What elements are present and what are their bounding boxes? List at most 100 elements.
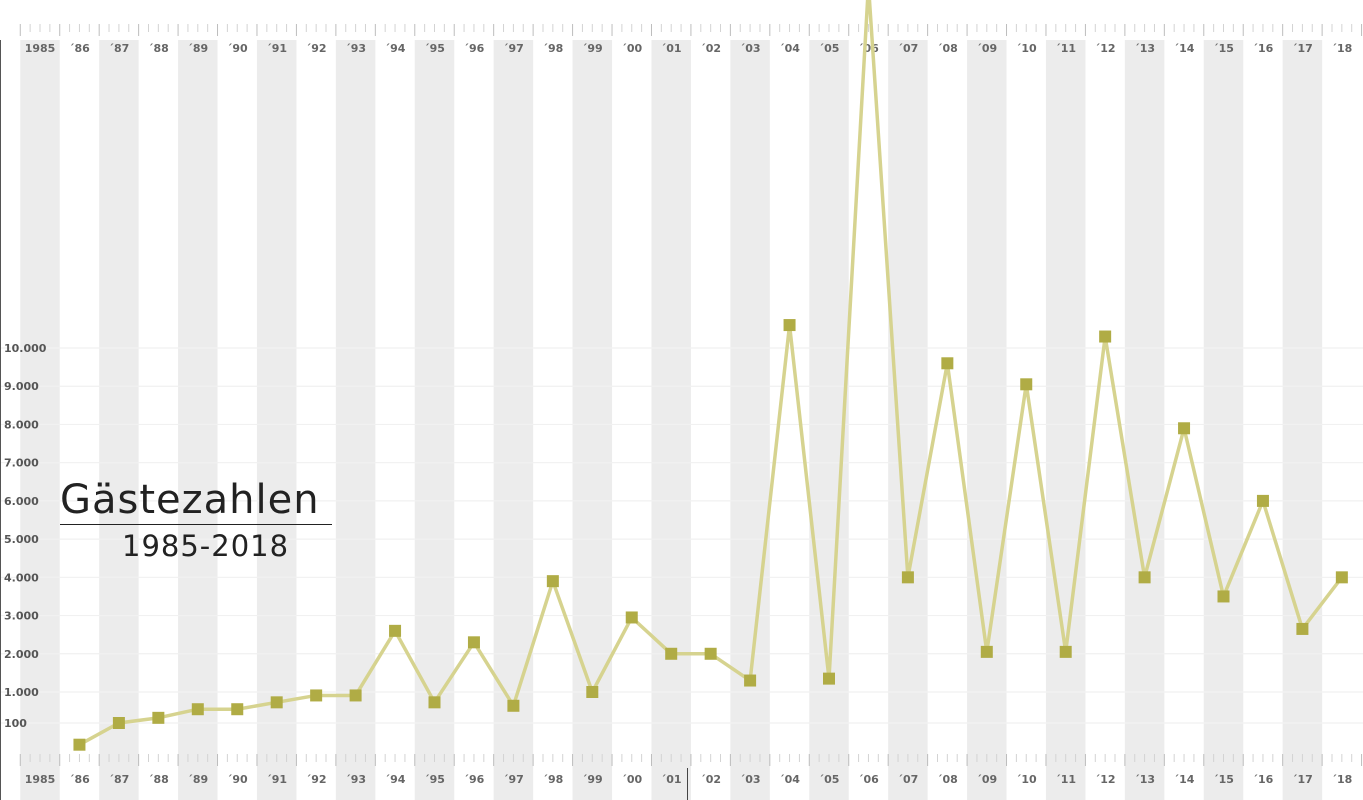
data-point bbox=[1059, 645, 1072, 658]
data-point bbox=[112, 717, 125, 729]
x-tick-label-top: ´00 bbox=[621, 42, 642, 55]
x-tick-label-top: ´06 bbox=[858, 42, 879, 55]
year-band bbox=[651, 40, 691, 800]
chart-subtitle: 1985-2018 bbox=[122, 529, 290, 563]
y-tick-label: 100 bbox=[4, 717, 27, 730]
x-tick-label-bottom: ´90 bbox=[227, 773, 248, 786]
y-tick-label: 4.000 bbox=[4, 571, 39, 584]
x-tick-label-bottom: ´15 bbox=[1213, 773, 1234, 786]
data-point bbox=[270, 696, 283, 709]
x-tick-label-top: ´92 bbox=[306, 42, 327, 55]
y-tick-label: 1.000 bbox=[4, 686, 39, 699]
x-tick-label-top: ´03 bbox=[740, 42, 761, 55]
title-block: Gästezahlen 1985-2018 bbox=[60, 476, 332, 565]
year-band bbox=[1282, 40, 1323, 800]
x-tick-label-top: ´91 bbox=[266, 42, 287, 55]
y-tick-label: 9.000 bbox=[4, 380, 39, 393]
data-point bbox=[586, 686, 599, 698]
x-tick-label-bottom: ´11 bbox=[1055, 773, 1076, 786]
data-point bbox=[152, 711, 165, 724]
data-point bbox=[1335, 571, 1348, 584]
data-point bbox=[1217, 590, 1230, 603]
x-tick-label-top: ´88 bbox=[148, 42, 169, 55]
year-band bbox=[178, 40, 218, 800]
x-tick-label-bottom: ´93 bbox=[345, 773, 366, 786]
data-point bbox=[1296, 622, 1309, 635]
data-point bbox=[901, 571, 914, 584]
x-tick-label-bottom: ´13 bbox=[1134, 773, 1155, 786]
year-band bbox=[1203, 40, 1244, 800]
data-point bbox=[191, 703, 204, 716]
x-tick-label-bottom: ´18 bbox=[1331, 773, 1352, 786]
year-band bbox=[967, 40, 1007, 800]
year-bands bbox=[20, 40, 1323, 800]
year-band bbox=[414, 40, 455, 800]
year-band bbox=[1045, 40, 1086, 800]
x-tick-label-top: ´05 bbox=[819, 42, 840, 55]
x-tick-label-top: ´90 bbox=[227, 42, 248, 55]
data-point bbox=[1020, 378, 1033, 391]
data-point bbox=[980, 645, 993, 658]
x-tick-label-top: ´17 bbox=[1292, 42, 1313, 55]
year-band bbox=[888, 40, 928, 800]
x-tick-label-bottom: ´92 bbox=[306, 773, 327, 786]
x-tick-label-top: ´04 bbox=[779, 42, 800, 55]
x-tick-label-top: ´94 bbox=[385, 42, 406, 55]
x-tick-label-bottom: ´16 bbox=[1253, 773, 1274, 786]
x-tick-label-top: ´08 bbox=[937, 42, 958, 55]
x-tick-label-bottom: ´94 bbox=[385, 773, 406, 786]
y-tick-label: 8.000 bbox=[4, 418, 39, 431]
x-tick-label-bottom: ´06 bbox=[858, 773, 879, 786]
x-tick-label-top: ´93 bbox=[345, 42, 366, 55]
data-point bbox=[665, 647, 678, 660]
data-point bbox=[231, 703, 244, 716]
chart-title: Gästezahlen bbox=[60, 476, 332, 525]
x-tick-label-bottom: ´04 bbox=[779, 773, 800, 786]
x-tick-label-bottom: ´12 bbox=[1095, 773, 1116, 786]
year-band bbox=[572, 40, 613, 800]
data-point bbox=[823, 672, 835, 685]
x-tick-label-bottom: ´08 bbox=[937, 773, 958, 786]
year-band bbox=[256, 40, 297, 800]
data-point bbox=[467, 636, 480, 649]
x-tick-label-top: ´09 bbox=[976, 42, 997, 55]
x-tick-label-bottom: ´09 bbox=[976, 773, 997, 786]
year-band bbox=[1124, 40, 1165, 800]
x-tick-label-top: ´12 bbox=[1095, 42, 1116, 55]
x-tick-label-top: ´01 bbox=[661, 42, 682, 55]
x-tick-label-bottom: ´97 bbox=[503, 773, 524, 786]
data-point bbox=[546, 575, 559, 588]
x-tick-label-bottom: 1985 bbox=[25, 773, 56, 786]
x-tick-label-top: ´97 bbox=[503, 42, 524, 55]
x-tick-label-bottom: ´17 bbox=[1292, 773, 1313, 786]
data-point bbox=[310, 689, 323, 702]
x-tick-label-top: ´96 bbox=[464, 42, 485, 55]
x-tick-label-top: ´10 bbox=[1016, 42, 1037, 55]
y-tick-label: 3.000 bbox=[4, 610, 39, 623]
top-x-axis: 1985 ´86 ´87 ´88 ´89 ´90 ´91 ´92 ´93 ´94 ´95 ´96 ´97… bbox=[19, 24, 1363, 55]
x-tick-label-bottom: ´14 bbox=[1174, 773, 1195, 786]
data-point bbox=[941, 357, 954, 370]
x-tick-label-top: ´99 bbox=[582, 42, 603, 55]
x-tick-label-bottom: ´91 bbox=[266, 773, 287, 786]
x-tick-label-bottom: ´10 bbox=[1016, 773, 1037, 786]
x-tick-label-bottom: ´07 bbox=[897, 773, 918, 786]
year-band bbox=[335, 40, 376, 800]
x-tick-label-top: ´95 bbox=[424, 42, 445, 55]
data-point bbox=[507, 699, 520, 712]
x-tick-label-bottom: ´89 bbox=[187, 773, 208, 786]
data-point bbox=[783, 319, 796, 332]
x-tick-label-top: ´14 bbox=[1174, 42, 1195, 55]
x-tick-label-bottom: ´03 bbox=[740, 773, 761, 786]
y-tick-label: 10.000 bbox=[4, 342, 47, 355]
x-tick-label-top: ´15 bbox=[1213, 42, 1234, 55]
year-band bbox=[493, 40, 534, 800]
x-tick-label-top: ´89 bbox=[187, 42, 208, 55]
x-tick-label-top: ´13 bbox=[1134, 42, 1155, 55]
series-markers bbox=[73, 319, 1348, 751]
data-point bbox=[704, 647, 717, 660]
data-point bbox=[349, 689, 362, 702]
data-point bbox=[1256, 494, 1269, 507]
x-tick-label-bottom: ´87 bbox=[108, 773, 129, 786]
data-point bbox=[389, 624, 402, 637]
